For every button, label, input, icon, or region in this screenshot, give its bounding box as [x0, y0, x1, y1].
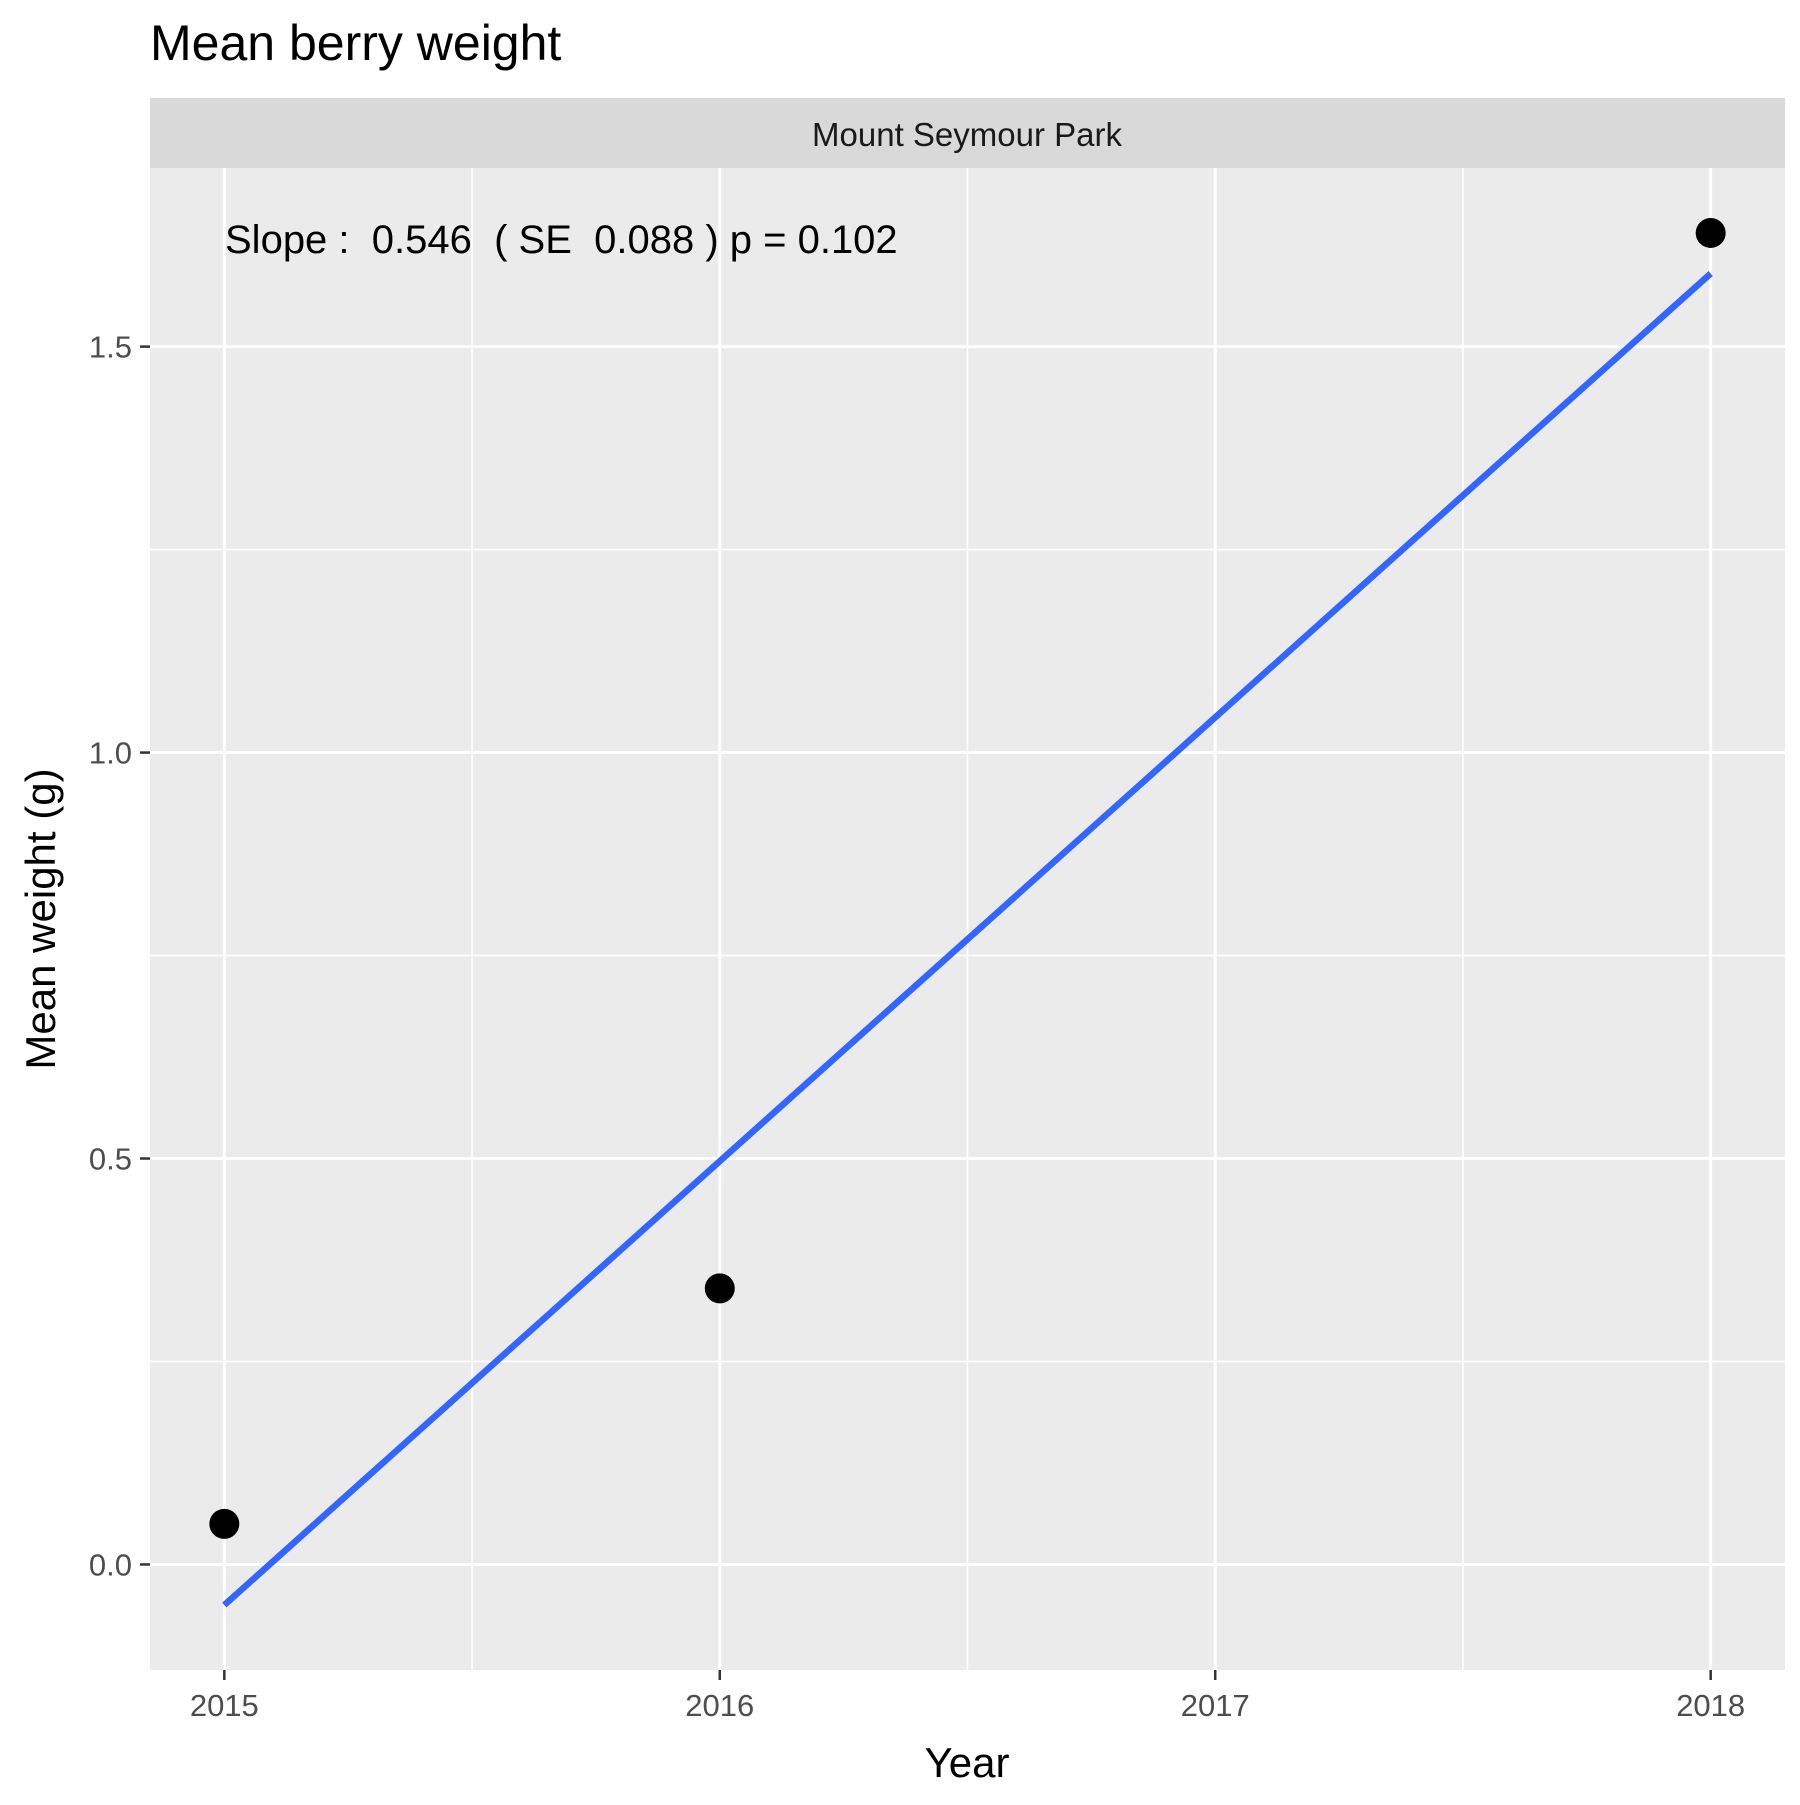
- facet-label: Mount Seymour Park: [812, 116, 1122, 153]
- fit-layer: [222, 271, 1713, 1608]
- x-tick-label: 2018: [1676, 1688, 1745, 1723]
- grid-minor: [150, 168, 1785, 1670]
- x-tick-label: 2015: [190, 1688, 259, 1723]
- y-tick-label: 0.5: [89, 1142, 132, 1177]
- stats-annotation: Slope : 0.546 ( SE 0.088 ) p = 0.102: [225, 218, 898, 262]
- chart-title: Mean berry weight: [150, 15, 561, 71]
- y-axis: 0.0 0.5 1.0 1.5: [89, 330, 150, 1582]
- x-tick-label: 2016: [685, 1688, 754, 1723]
- data-point: [704, 1273, 735, 1304]
- y-tick-label: 1.0: [89, 736, 132, 771]
- y-tick-label: 1.5: [89, 330, 132, 365]
- y-tick-label: 0.0: [89, 1547, 132, 1582]
- data-point: [209, 1508, 240, 1539]
- facet-strip: [150, 98, 1785, 168]
- x-tick-label: 2017: [1181, 1688, 1250, 1723]
- grid-major: [150, 168, 1785, 1670]
- fit-line: [222, 271, 1713, 1608]
- data-point: [1695, 217, 1726, 248]
- y-axis-label: Mean weight (g): [17, 768, 64, 1069]
- points-layer: [209, 217, 1726, 1539]
- x-axis: 2015 2016 2017 2018: [190, 1670, 1745, 1723]
- x-axis-label: Year: [925, 1739, 1010, 1786]
